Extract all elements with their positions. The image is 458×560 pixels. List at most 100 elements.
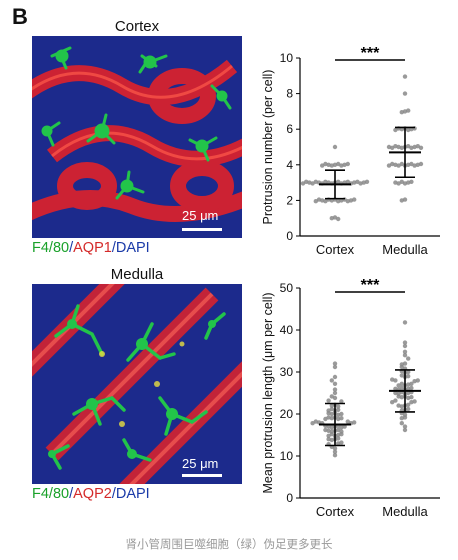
data-point xyxy=(406,369,411,375)
y-tick-label: 0 xyxy=(286,491,293,505)
y-tick-label: 6 xyxy=(286,122,293,136)
data-point xyxy=(326,437,331,442)
data-point xyxy=(406,108,411,113)
y-tick-label: 10 xyxy=(280,449,294,463)
y-axis-label: Mean protrusion length (μm per cell) xyxy=(261,292,275,493)
data-point xyxy=(329,378,334,383)
data-point xyxy=(339,399,344,404)
y-tick-label: 4 xyxy=(286,158,293,172)
cortex-micrograph: 25 μm xyxy=(32,36,242,238)
figure-caption: 肾小管周围巨噬细胞（绿）伪足更多更长 xyxy=(125,539,333,551)
data-point xyxy=(329,216,334,221)
data-point xyxy=(390,400,395,405)
data-point xyxy=(406,406,411,412)
data-point xyxy=(336,216,341,222)
data-point xyxy=(339,440,344,445)
data-point xyxy=(406,374,411,379)
data-point xyxy=(332,374,338,380)
y-tick-label: 30 xyxy=(280,365,294,379)
x-tick-label: Cortex xyxy=(316,504,355,519)
channel-aqp1: AQP1 xyxy=(73,240,112,256)
data-point xyxy=(386,144,392,150)
data-point xyxy=(409,385,414,391)
data-point xyxy=(313,199,318,204)
data-point xyxy=(396,403,401,408)
protrusion-number-chart: 0 2 4 6 8 10 Protrusion number (per cell) Corte… xyxy=(250,40,450,265)
data-point xyxy=(409,381,414,386)
data-point xyxy=(332,361,338,366)
data-point xyxy=(402,320,408,325)
y-tick-label: 50 xyxy=(280,281,294,295)
data-point xyxy=(402,353,408,358)
data-point xyxy=(402,91,408,96)
data-point xyxy=(406,402,411,407)
data-point xyxy=(332,453,338,458)
panel-letter: B xyxy=(12,4,28,29)
data-point xyxy=(300,181,306,186)
data-point xyxy=(415,378,420,383)
data-point xyxy=(396,383,401,388)
y-tick-label: 40 xyxy=(280,323,294,337)
y-tick-label: 2 xyxy=(286,193,293,207)
medulla-image-title: Medulla xyxy=(110,266,164,283)
data-point xyxy=(399,416,404,421)
data-point xyxy=(332,364,338,370)
data-point xyxy=(386,163,392,168)
data-point xyxy=(329,394,334,399)
data-point xyxy=(418,161,424,167)
data-point xyxy=(352,420,357,425)
data-point xyxy=(332,390,338,396)
data-point xyxy=(393,386,398,391)
data-point xyxy=(352,197,357,202)
data-point xyxy=(402,427,408,433)
data-point xyxy=(323,427,328,433)
cortex-scale-bar xyxy=(182,228,222,231)
channel-f480: F4/80 xyxy=(32,240,70,256)
data-point xyxy=(336,404,341,409)
data-point xyxy=(329,403,334,408)
data-point xyxy=(310,421,315,426)
medulla-scale-bar xyxy=(182,474,222,477)
significance-label: *** xyxy=(361,277,380,294)
x-tick-label: Cortex xyxy=(316,242,355,257)
y-tick-label: 20 xyxy=(280,407,294,421)
data-point xyxy=(390,377,395,382)
channel-dapi: DAPI xyxy=(115,240,150,256)
data-point xyxy=(323,416,328,422)
data-point xyxy=(402,340,408,345)
data-point xyxy=(393,180,398,185)
cortex-image-title: Cortex xyxy=(114,18,160,35)
data-point xyxy=(326,408,331,413)
x-tick-label: Medulla xyxy=(382,504,428,519)
medulla-channel-legend: F4/80/AQP2/DAPI xyxy=(32,486,150,502)
y-tick-label: 10 xyxy=(280,51,294,65)
y-axis-label: Protrusion number (per cell) xyxy=(261,70,275,225)
data-point xyxy=(332,387,338,392)
data-point xyxy=(399,421,404,426)
y-tick-label: 0 xyxy=(286,229,293,243)
data-point xyxy=(409,179,414,184)
data-point xyxy=(399,110,404,115)
channel-dapi: DAPI xyxy=(115,486,150,502)
data-point xyxy=(326,433,331,438)
cortex-channel-legend: F4/80/AQP1/DAPI xyxy=(32,240,150,256)
data-point xyxy=(342,424,347,429)
data-point xyxy=(399,198,404,203)
data-point xyxy=(409,395,414,400)
medulla-scale-label: 25 μm xyxy=(182,456,219,471)
data-point xyxy=(336,407,341,412)
data-point xyxy=(336,436,341,441)
protrusion-length-chart: 0 10 20 30 40 50 Mean protrusion length (μm pe… xyxy=(250,270,450,530)
data-point xyxy=(399,373,404,378)
data-point xyxy=(332,144,338,150)
channel-f480: F4/80 xyxy=(32,486,70,502)
data-point xyxy=(332,381,338,386)
data-point xyxy=(393,127,398,133)
data-point xyxy=(339,416,344,421)
channel-aqp2: AQP2 xyxy=(73,486,112,502)
data-point xyxy=(402,74,408,79)
cortex-scale-label: 25 μm xyxy=(182,208,219,223)
data-point xyxy=(402,424,408,429)
data-point xyxy=(402,343,408,349)
data-point xyxy=(339,429,344,434)
